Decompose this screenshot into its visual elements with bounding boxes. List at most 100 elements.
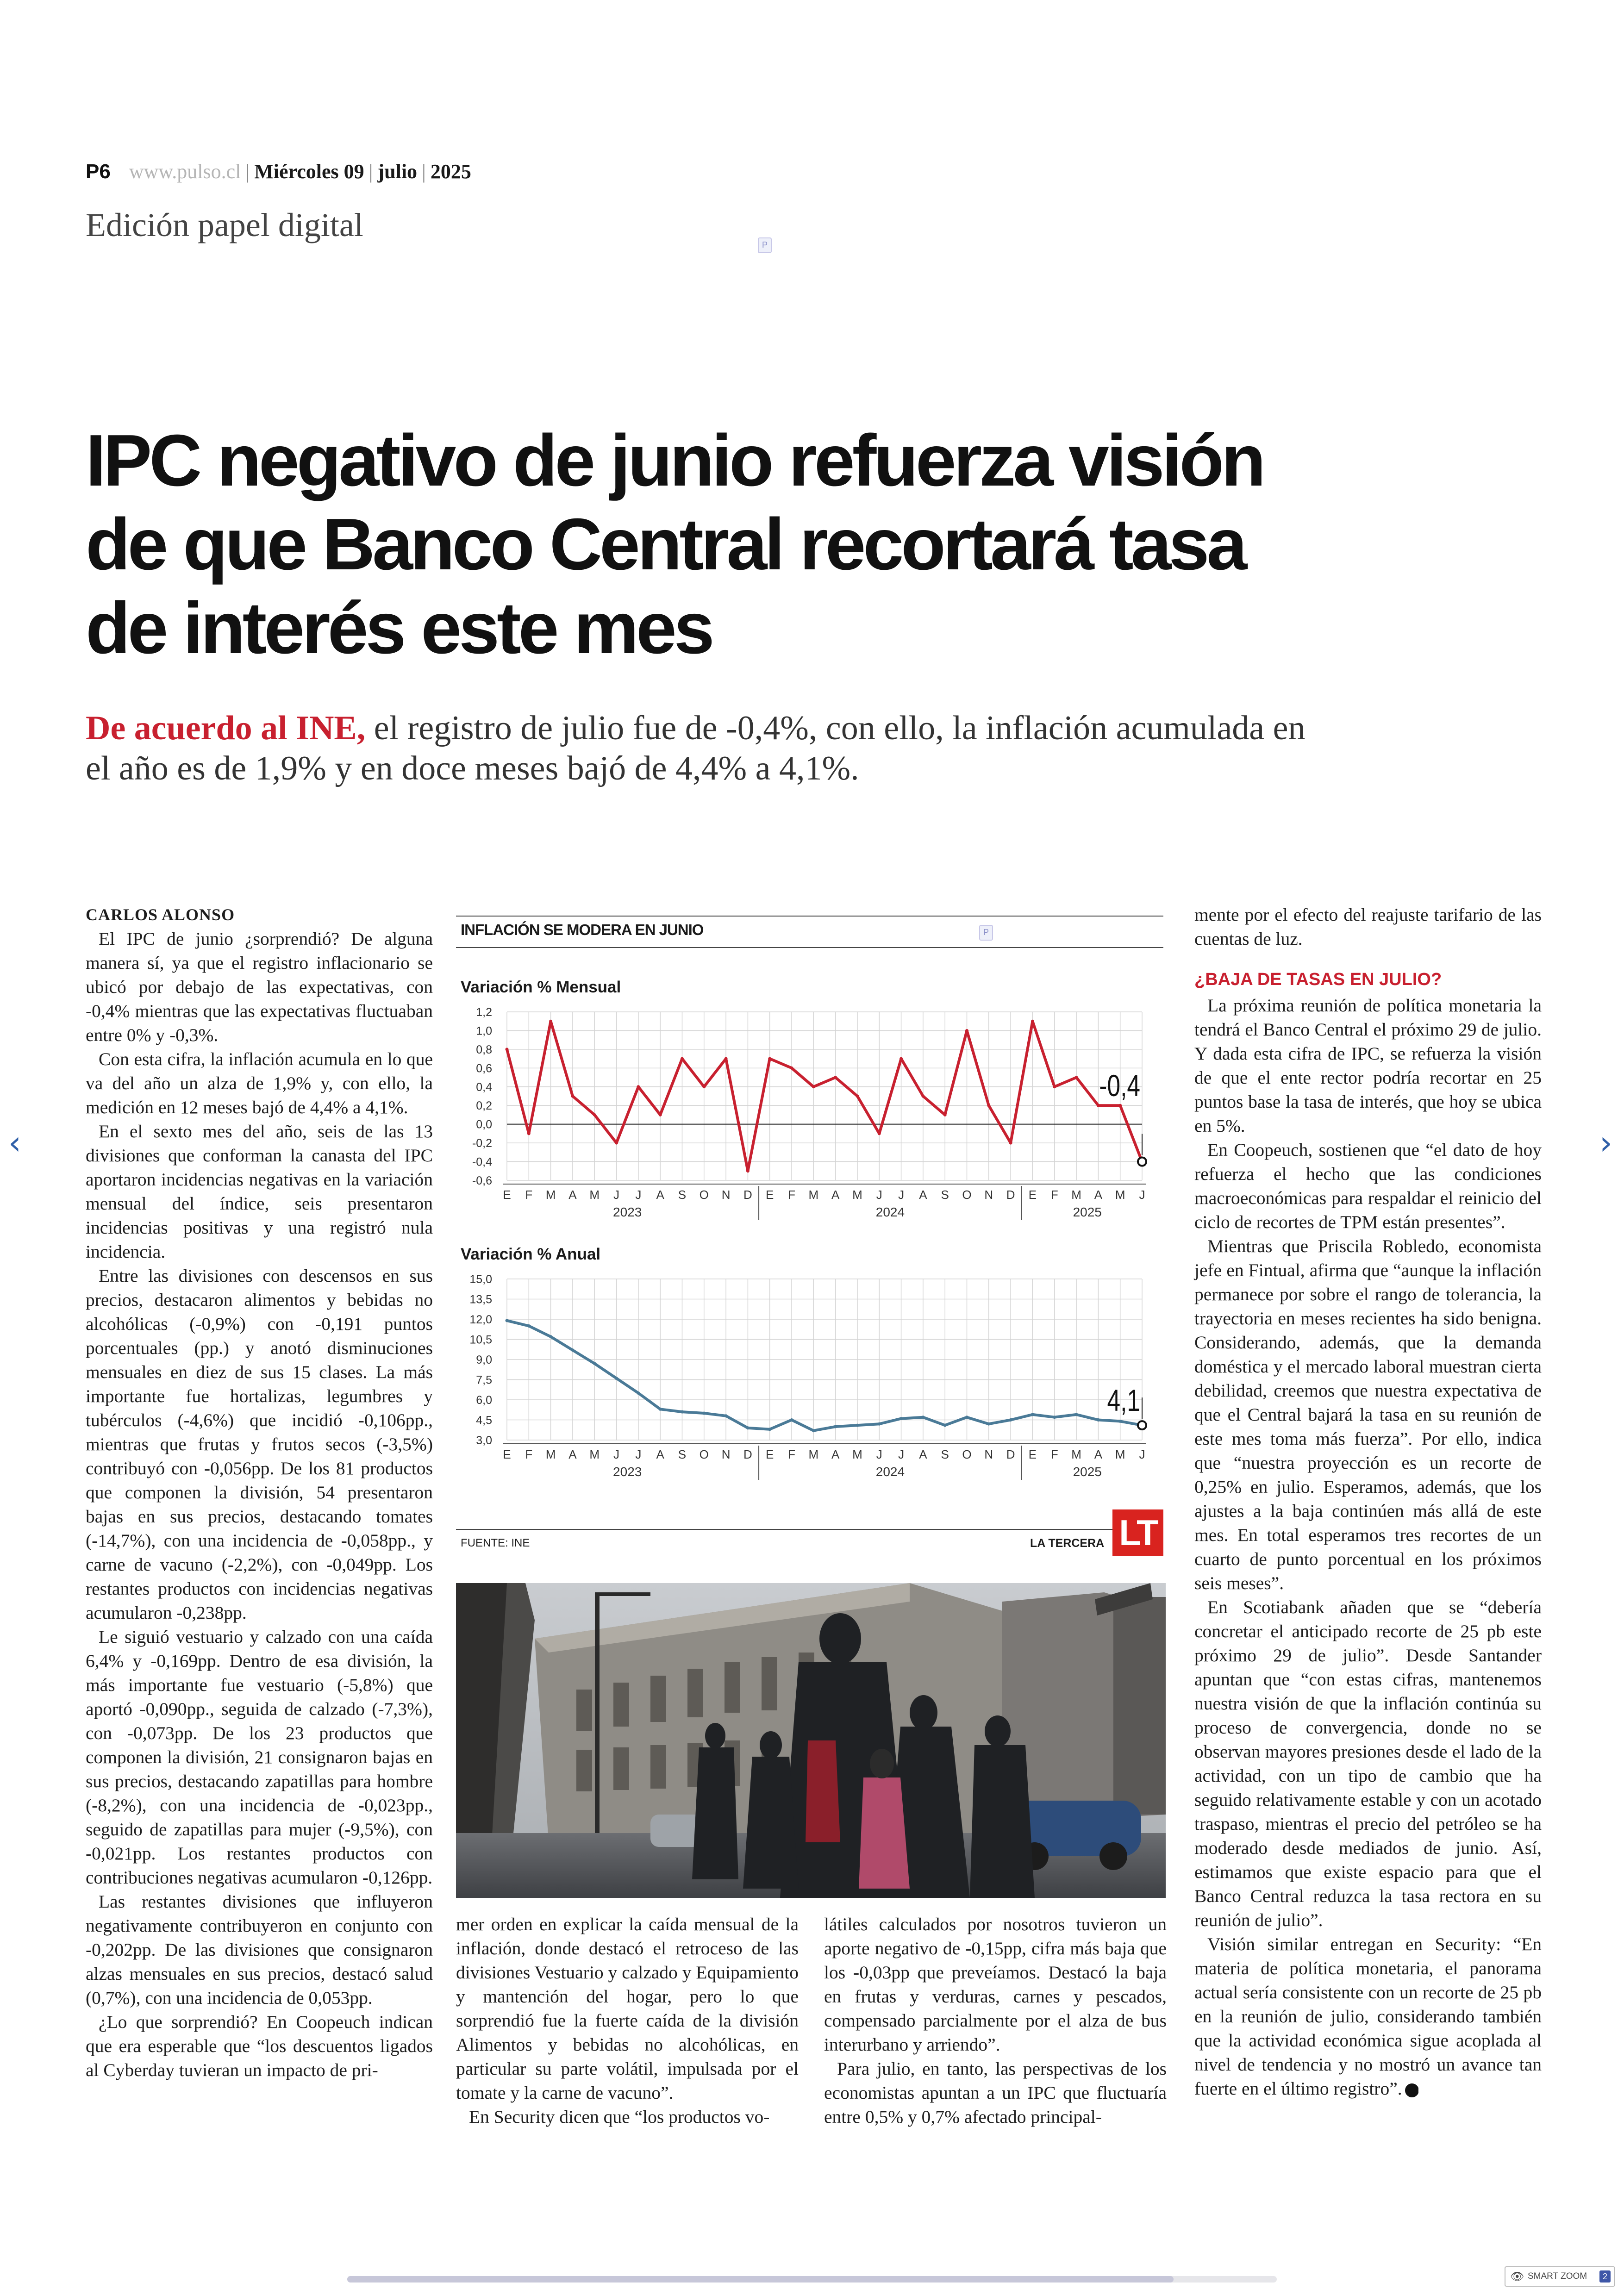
smart-zoom-button[interactable]: 👁 SMART ZOOM 2 bbox=[1505, 2266, 1615, 2287]
subhead: ¿BAJA DE TASAS EN JULIO? bbox=[1194, 970, 1442, 989]
x-tick-label: J bbox=[898, 1188, 904, 1202]
data-point bbox=[856, 1094, 859, 1098]
data-point bbox=[1009, 1141, 1012, 1145]
x-tick-label: M bbox=[809, 1188, 819, 1202]
smart-zoom-count: 2 bbox=[1599, 2270, 1611, 2283]
x-tick-label: A bbox=[568, 1188, 577, 1202]
x-tick-label: J bbox=[898, 1447, 904, 1461]
data-point bbox=[571, 1348, 575, 1352]
x-tick-label: D bbox=[1006, 1447, 1015, 1461]
data-point bbox=[1096, 1104, 1100, 1107]
column-3: látiles calculados por nosotros tuvieron… bbox=[824, 1912, 1167, 2129]
data-point bbox=[505, 1048, 509, 1051]
x-tick-label: F bbox=[788, 1188, 795, 1202]
x-tick-label: E bbox=[503, 1447, 511, 1461]
y-tick-label: 1,2 bbox=[476, 1006, 492, 1019]
x-tick-label: S bbox=[678, 1447, 686, 1461]
data-point bbox=[921, 1094, 925, 1098]
data-point bbox=[658, 1113, 662, 1116]
end-mark-icon: P bbox=[1405, 2083, 1424, 2097]
x-tick-label: M bbox=[1115, 1188, 1125, 1202]
data-point bbox=[834, 1425, 837, 1428]
x-tick-label: E bbox=[1029, 1188, 1037, 1202]
x-tick-label: N bbox=[722, 1447, 731, 1461]
paragraph: En Coopeuch, sostienen que “el dato de h… bbox=[1194, 1140, 1542, 1232]
data-point bbox=[877, 1132, 881, 1135]
data-point bbox=[1031, 1413, 1034, 1416]
data-point bbox=[527, 1132, 531, 1135]
x-tick-label: A bbox=[568, 1447, 577, 1461]
data-point bbox=[527, 1324, 531, 1328]
x-tick-label: M bbox=[589, 1188, 600, 1202]
x-tick-label: O bbox=[700, 1188, 709, 1202]
next-page-arrow-icon[interactable]: › bbox=[1599, 1124, 1612, 1162]
x-tick-label: J bbox=[635, 1447, 641, 1461]
x-tick-label: A bbox=[1094, 1447, 1103, 1461]
x-tick-label: J bbox=[613, 1188, 619, 1202]
data-point bbox=[658, 1407, 662, 1411]
data-point bbox=[768, 1057, 772, 1060]
y-tick-label: 4,5 bbox=[476, 1414, 492, 1427]
prev-page-arrow-icon[interactable]: ‹ bbox=[8, 1124, 21, 1162]
data-point bbox=[571, 1094, 575, 1098]
x-tick-label: F bbox=[525, 1188, 532, 1202]
y-tick-label: 15,0 bbox=[469, 1273, 492, 1286]
data-point bbox=[615, 1377, 618, 1380]
data-point bbox=[724, 1057, 728, 1060]
data-point bbox=[549, 1335, 553, 1339]
column-1: CARLOS ALONSO El IPC de junio ¿sorprendi… bbox=[86, 903, 433, 2082]
paragraph: Mientras que Priscila Robledo, economist… bbox=[1194, 1236, 1542, 1593]
y-tick-label: -0,2 bbox=[472, 1137, 492, 1150]
column-4: mente por el efecto del reajuste tarifar… bbox=[1194, 903, 1542, 2101]
data-point bbox=[812, 1085, 815, 1089]
x-tick-label: M bbox=[546, 1188, 556, 1202]
paragraph: El IPC de junio ¿sorprendió? De alguna m… bbox=[86, 929, 433, 1045]
data-point bbox=[1074, 1413, 1078, 1416]
paragraph: mer orden en explicar la caída mensual d… bbox=[456, 1914, 799, 2103]
site-url: www.pulso.cl bbox=[129, 160, 241, 183]
paragraph-text: Visión similar entregan en Security: “En… bbox=[1194, 1934, 1542, 2099]
year-label: 2025 bbox=[1073, 1465, 1102, 1479]
data-point bbox=[505, 1319, 509, 1322]
x-tick-label: M bbox=[1071, 1447, 1081, 1461]
x-tick-label: N bbox=[984, 1447, 993, 1461]
annual-panel-title: Variación % Anual bbox=[461, 1245, 601, 1263]
y-tick-label: 0,4 bbox=[476, 1081, 492, 1094]
data-point bbox=[790, 1418, 793, 1422]
paragraph: Con esta cifra, la inflación acumula en … bbox=[86, 1049, 433, 1117]
paragraph: Entre las divisiones con descensos en su… bbox=[86, 1266, 433, 1623]
data-point bbox=[943, 1113, 947, 1116]
scrollbar-thumb[interactable] bbox=[347, 2276, 1174, 2283]
last-value-label: -0,4 bbox=[1099, 1068, 1140, 1103]
data-point bbox=[965, 1416, 969, 1419]
x-tick-label: M bbox=[809, 1447, 819, 1461]
data-point bbox=[549, 1019, 553, 1023]
paragraph: ¿Lo que sorprendió? En Coopeuch indican … bbox=[86, 2012, 433, 2080]
year-label: 2024 bbox=[876, 1465, 905, 1479]
y-tick-label: 0,8 bbox=[476, 1043, 492, 1056]
photo-illustration bbox=[456, 1583, 1166, 1898]
chart-tag-icon[interactable]: P bbox=[979, 925, 993, 941]
digital-tag-icon[interactable]: P bbox=[758, 237, 772, 253]
x-tick-label: O bbox=[700, 1447, 709, 1461]
y-tick-label: 0,0 bbox=[476, 1118, 492, 1131]
paragraph: En Scotiabank añaden que se “debería con… bbox=[1194, 1597, 1542, 1930]
year-label: 2024 bbox=[876, 1205, 905, 1219]
data-point bbox=[702, 1411, 706, 1415]
x-tick-label: S bbox=[678, 1188, 686, 1202]
y-tick-label: 12,0 bbox=[469, 1313, 492, 1326]
data-point bbox=[746, 1169, 750, 1173]
data-point bbox=[615, 1141, 618, 1145]
x-tick-label: E bbox=[766, 1447, 774, 1461]
x-tick-label: D bbox=[743, 1188, 752, 1202]
monthly-panel-title: Variación % Mensual bbox=[461, 978, 621, 996]
chart-title: INFLACIÓN SE MODERA EN JUNIO bbox=[461, 921, 704, 938]
headline: IPC negativo de junio refuerza visión de… bbox=[86, 420, 1266, 669]
x-tick-label: O bbox=[962, 1447, 971, 1461]
data-point bbox=[899, 1057, 903, 1060]
x-tick-label: D bbox=[743, 1447, 752, 1461]
data-point bbox=[637, 1391, 640, 1395]
paragraph: En el sexto mes del año, seis de las 13 … bbox=[86, 1121, 433, 1262]
y-tick-label: 6,0 bbox=[476, 1394, 492, 1407]
x-tick-label: E bbox=[503, 1188, 511, 1202]
